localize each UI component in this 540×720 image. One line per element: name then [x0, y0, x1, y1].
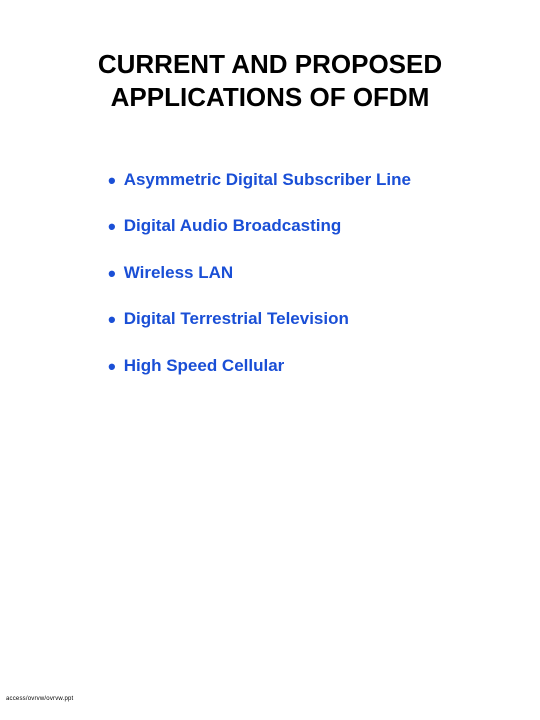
footer-text: access/ovrvw/ovrvw.ppt [6, 696, 73, 702]
list-item: • Wireless LAN [108, 263, 500, 283]
list-item: • High Speed Cellular [108, 356, 500, 376]
bullet-label: Digital Audio Broadcasting [124, 216, 342, 236]
bullet-list: • Asymmetric Digital Subscriber Line • D… [108, 170, 500, 402]
slide-title: CURRENT AND PROPOSED APPLICATIONS OF OFD… [0, 48, 540, 113]
bullet-icon: • [108, 220, 116, 234]
bullet-label: Digital Terrestrial Television [124, 309, 349, 329]
list-item: • Digital Terrestrial Television [108, 309, 500, 329]
bullet-label: Asymmetric Digital Subscriber Line [124, 170, 411, 190]
bullet-icon: • [108, 174, 116, 188]
bullet-icon: • [108, 360, 116, 374]
slide: CURRENT AND PROPOSED APPLICATIONS OF OFD… [0, 0, 540, 720]
bullet-label: High Speed Cellular [124, 356, 285, 376]
bullet-icon: • [108, 313, 116, 327]
list-item: • Digital Audio Broadcasting [108, 216, 500, 236]
bullet-icon: • [108, 267, 116, 281]
list-item: • Asymmetric Digital Subscriber Line [108, 170, 500, 190]
bullet-label: Wireless LAN [124, 263, 233, 283]
